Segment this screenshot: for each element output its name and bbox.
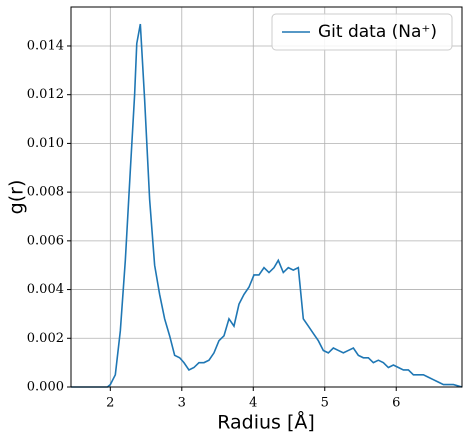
x-tick-label: 3: [178, 396, 186, 411]
y-tick-label: 0.012: [27, 87, 64, 102]
y-tick-label: 0.004: [27, 282, 64, 297]
legend-box: [271, 13, 453, 51]
x-tick-label: 2: [106, 396, 114, 411]
x-tick-label: 4: [249, 396, 257, 411]
y-tick-label: 0.014: [27, 38, 64, 53]
plot-frame: [70, 6, 463, 388]
x-tick-label: 6: [392, 396, 400, 411]
y-tick-label: 0.000: [27, 380, 64, 395]
x-axis-label: Radius [Å]: [217, 411, 315, 434]
y-axis-label: g(r): [6, 180, 28, 215]
x-tick-label: 5: [321, 396, 329, 411]
data-line: [71, 23, 463, 388]
y-tick-label: 0.006: [27, 233, 64, 248]
y-tick-label: 0.002: [27, 331, 64, 346]
y-tick-label: 0.008: [27, 185, 64, 200]
legend-label: Git data (Na⁺): [318, 22, 437, 42]
y-tick-label: 0.010: [27, 136, 64, 151]
